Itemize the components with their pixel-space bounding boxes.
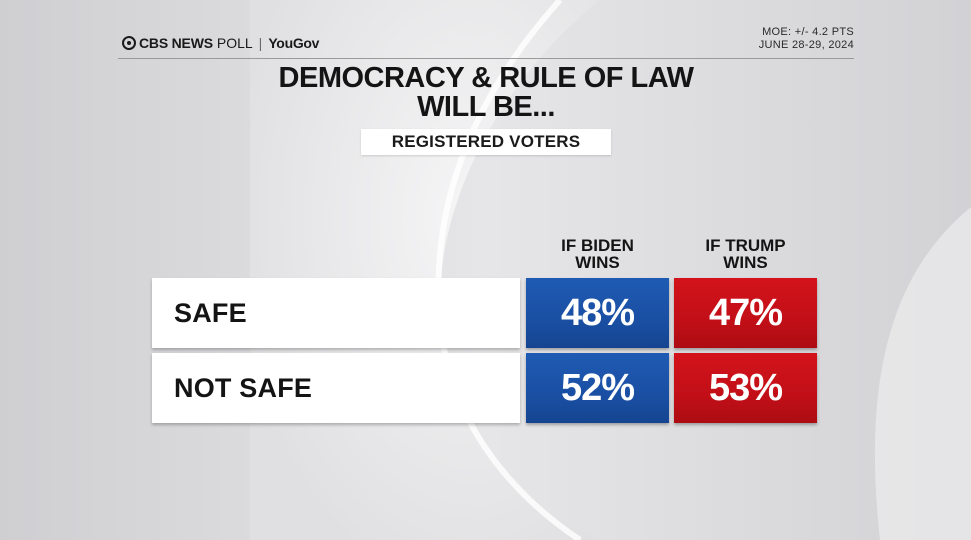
logo-partner: YouGov [268,35,320,51]
poll-dates: JUNE 28-29, 2024 [758,39,854,51]
column-header-line1: IF BIDEN [561,236,634,255]
logo-separator: | [258,35,263,51]
cell-not-safe-biden: 52% [526,353,669,423]
logo-poll: POLL [216,35,253,51]
chart-title-line2: WILL BE... [417,91,555,123]
cell-safe-biden: 48% [526,278,669,348]
column-header-line2: WINS [575,253,620,272]
column-header-line1: IF TRUMP [705,236,786,255]
row-label-safe: SAFE [152,278,520,348]
chart-title: DEMOCRACY & RULE OF LAW WILL BE... [200,64,772,122]
chart-title-line1: DEMOCRACY & RULE OF LAW [278,62,694,94]
column-header-line2: WINS [723,253,768,272]
row-label-not-safe: NOT SAFE [152,353,520,423]
moe-block: MOE: +/- 4.2 PTS JUNE 28-29, 2024 [759,26,854,52]
cell-safe-trump: 47% [674,278,817,348]
margin-of-error: MOE: +/- 4.2 PTS [762,26,854,38]
cbs-yougov-logo: CBS NEWS POLL | YouGov [122,34,319,52]
cbs-eye-icon [122,36,136,50]
logo-brand: CBS NEWS [139,35,213,51]
chart-subtitle: REGISTERED VOTERS [361,129,611,155]
column-header-biden: IF BIDEN WINS [526,237,669,271]
column-header-trump: IF TRUMP WINS [674,237,817,271]
cell-not-safe-trump: 53% [674,353,817,423]
header-divider [118,58,854,59]
